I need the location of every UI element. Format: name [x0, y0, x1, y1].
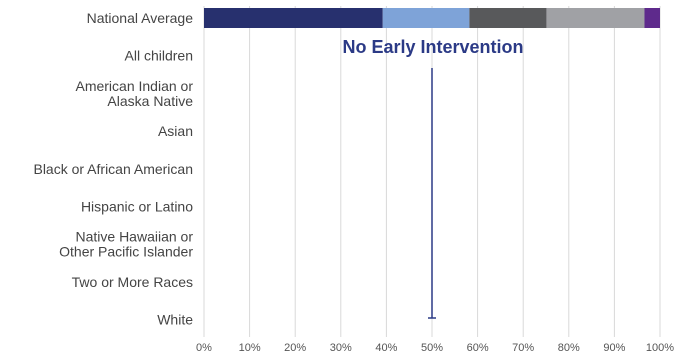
x-tick-label: 50%: [421, 342, 443, 354]
x-tick-labels: 0% 10% 20% 30% 40% 50% 60% 70% 80% 90% 100%: [196, 342, 674, 354]
x-tick-label: 100%: [646, 342, 674, 354]
x-tick-label: 20%: [284, 342, 306, 354]
category-label: Two or More Races: [72, 274, 193, 290]
x-tick-label: 0%: [196, 342, 212, 354]
x-tick-label: 10%: [239, 342, 261, 354]
bar-segment: [204, 8, 383, 28]
x-tick-label: 60%: [467, 342, 489, 354]
x-tick-label: 80%: [558, 342, 580, 354]
category-label: Asian: [158, 123, 193, 139]
x-tick-label: 90%: [603, 342, 625, 354]
x-tick-label: 40%: [375, 342, 397, 354]
x-tick-label: 70%: [512, 342, 534, 354]
reference-line-group: [428, 68, 436, 319]
bar-segment: [546, 8, 645, 28]
bar-segment: [469, 8, 547, 28]
category-label: American Indian or Alaska Native: [75, 78, 193, 109]
category-label: Hispanic or Latino: [81, 199, 193, 215]
bar-segment: [644, 8, 660, 28]
category-label: White: [157, 312, 193, 328]
category-label: Native Hawaiian or Other Pacific Islander: [59, 229, 193, 260]
category-labels: National Average All children American Ind…: [33, 10, 193, 328]
category-label: National Average: [87, 10, 194, 26]
x-tick-label: 30%: [330, 342, 352, 354]
bars: [204, 8, 660, 28]
bar-segment: [382, 8, 470, 28]
category-label: All children: [125, 48, 193, 64]
category-label: Black or African American: [33, 161, 193, 177]
annotation-no-early-intervention: No Early Intervention: [342, 37, 523, 57]
